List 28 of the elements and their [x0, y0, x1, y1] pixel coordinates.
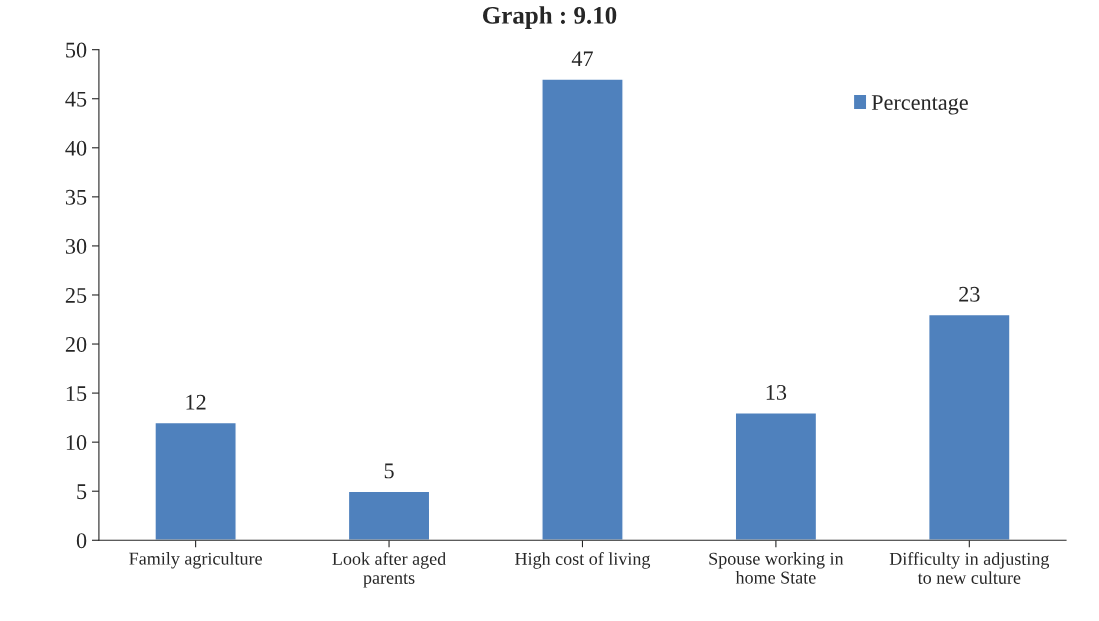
y-tick-label: 50	[66, 42, 87, 58]
bar	[928, 313, 1011, 541]
bar	[541, 78, 624, 541]
data-label: 5	[384, 463, 394, 479]
x-tick-label: Spouse working in home State	[709, 552, 844, 584]
y-tick-label: 20	[65, 336, 87, 352]
bar	[154, 421, 237, 541]
x-tick-label: Look after aged parents	[332, 552, 446, 588]
data-label: 12	[186, 394, 206, 410]
legend-label: Percentage	[871, 95, 968, 115]
y-tick-label: 15	[66, 386, 87, 402]
bar	[347, 490, 431, 541]
bar	[734, 412, 818, 541]
y-tick-label: 25	[65, 287, 87, 303]
y-tick-label: 10	[66, 435, 87, 451]
y-tick-label: 45	[65, 91, 87, 107]
y-tick-label: 30	[65, 238, 87, 254]
data-label: 47	[571, 51, 593, 67]
y-tick-label: 5	[77, 484, 87, 500]
y-tick-label: 0	[76, 533, 87, 549]
x-tick-label: Difficulty in adjusting to new culture	[889, 552, 1050, 584]
x-tick-label: Family agriculture	[129, 552, 262, 569]
y-tick-label: 40	[65, 140, 87, 156]
x-tick-label: High cost of living	[515, 552, 651, 569]
y-tick-label: 35	[65, 189, 87, 205]
data-label: 13	[766, 384, 787, 400]
data-label: 23	[959, 286, 980, 302]
chart-title: Graph : 9.10	[483, 6, 617, 29]
